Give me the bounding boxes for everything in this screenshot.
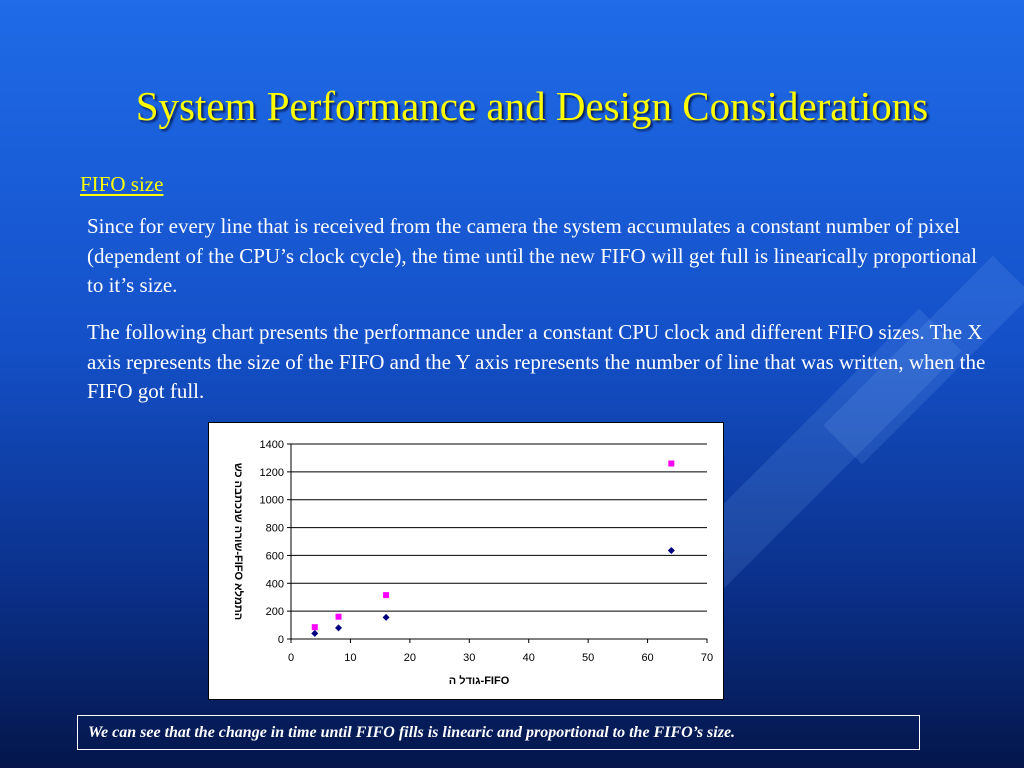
y-tick-label: 800	[266, 523, 284, 535]
paragraph-fifo-explanation: Since for every line that is received fr…	[87, 214, 977, 297]
data-point-square	[668, 460, 675, 467]
x-tick-label: 70	[701, 652, 713, 664]
x-tick-label: 50	[582, 652, 594, 664]
x-axis-label: גודל ה-FIFO	[449, 674, 510, 687]
y-axis-label: שורה שנכתבה כש-FIFO התמלא	[232, 463, 245, 620]
y-tick-label: 600	[266, 550, 284, 562]
data-point-square	[383, 592, 390, 599]
data-point-diamond	[667, 547, 675, 555]
x-tick-label: 60	[641, 652, 653, 664]
conclusion-box: We can see that the change in time until…	[77, 715, 920, 750]
y-tick-label: 200	[266, 606, 284, 618]
y-tick-label: 400	[266, 578, 284, 590]
x-tick-label: 30	[463, 652, 475, 664]
y-tick-label: 1400	[260, 439, 284, 451]
data-point-diamond	[382, 613, 390, 621]
slide-title: System Performance and Design Considerat…	[135, 83, 929, 129]
x-tick-label: 10	[344, 652, 356, 664]
x-tick-label: 20	[404, 652, 416, 664]
data-point-diamond	[311, 629, 319, 637]
y-tick-label: 0	[278, 634, 284, 646]
scatter-chart: 0 200 400 600 800 1000 1200 1400 0 10 20 30 40 50 60 70…	[232, 439, 713, 687]
x-tick-label: 0	[288, 652, 294, 664]
data-point-square	[335, 613, 342, 620]
x-tick-label: 40	[523, 652, 535, 664]
y-tick-label: 1200	[260, 467, 284, 479]
y-tick-label: 1000	[260, 495, 284, 507]
section-heading: FIFO size	[80, 172, 164, 196]
data-point-square	[311, 624, 318, 631]
chart-frame: 0 200 400 600 800 1000 1200 1400 0 10 20 30 40 50 60 70…	[208, 422, 724, 700]
paragraph-chart-description: The following chart presents the perform…	[87, 320, 986, 403]
data-point-diamond	[335, 624, 343, 632]
